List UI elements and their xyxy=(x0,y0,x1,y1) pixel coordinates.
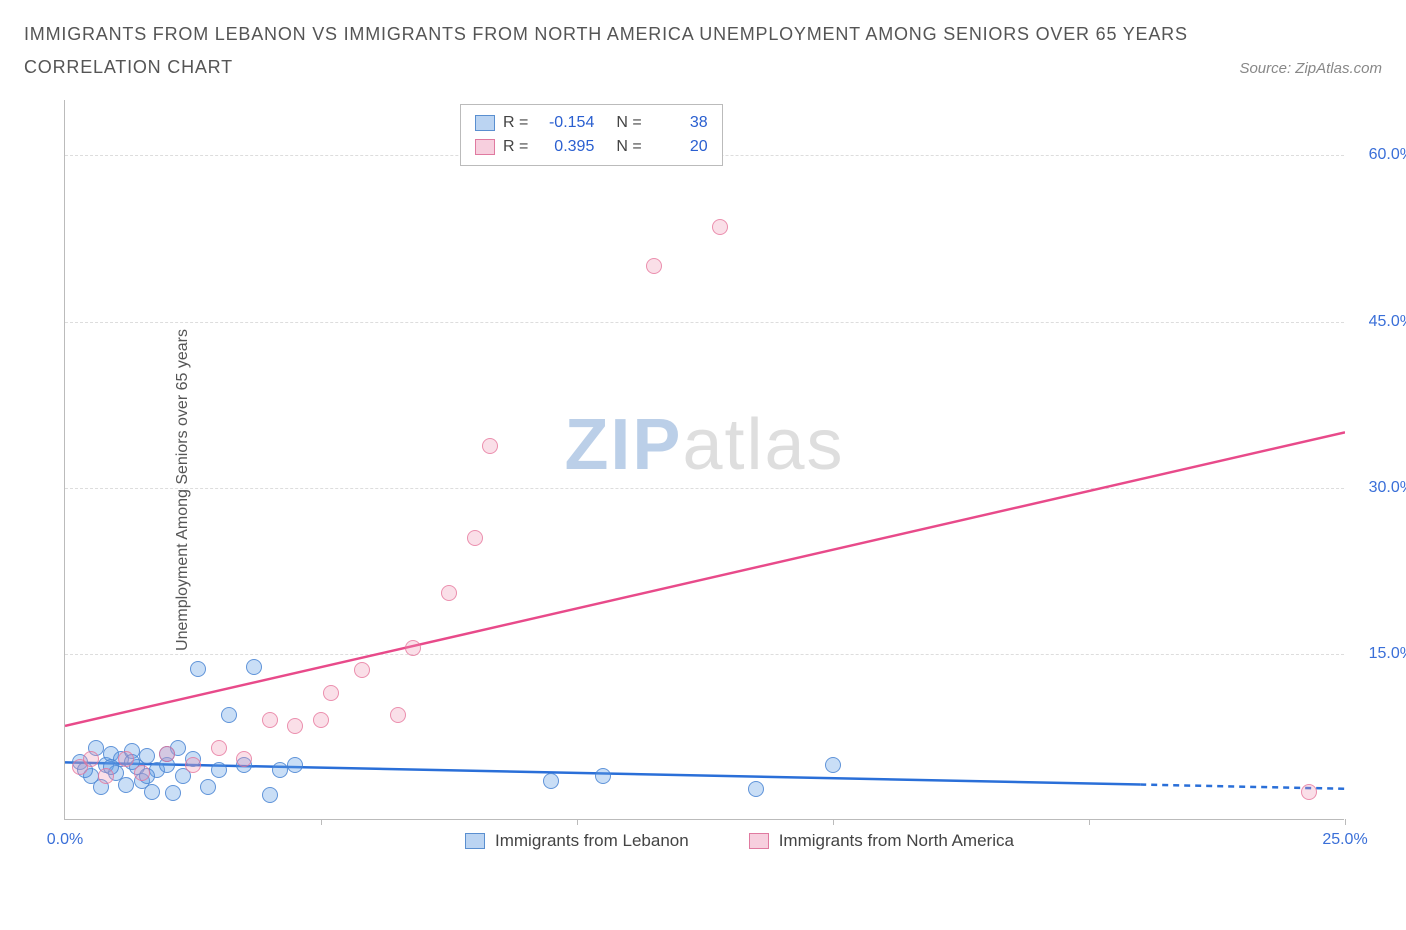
data-point xyxy=(98,768,114,784)
data-point xyxy=(159,746,175,762)
legend-r-value: -0.154 xyxy=(540,111,594,135)
x-tick-mark xyxy=(321,819,322,825)
x-tick-label: 25.0% xyxy=(1322,831,1367,849)
x-tick-mark xyxy=(1089,819,1090,825)
y-tick-label: 45.0% xyxy=(1354,313,1406,331)
data-point xyxy=(712,219,728,235)
y-tick-label: 60.0% xyxy=(1354,146,1406,164)
data-point xyxy=(200,779,216,795)
data-point xyxy=(405,640,421,656)
chart-title: IMMIGRANTS FROM LEBANON VS IMMIGRANTS FR… xyxy=(24,20,1382,49)
x-tick-mark xyxy=(1345,819,1346,825)
data-point xyxy=(236,751,252,767)
y-tick-label: 30.0% xyxy=(1354,479,1406,497)
data-point xyxy=(323,685,339,701)
legend-swatch xyxy=(465,833,485,849)
data-point xyxy=(262,787,278,803)
data-point xyxy=(83,751,99,767)
data-point xyxy=(354,662,370,678)
chart-subtitle: CORRELATION CHART xyxy=(24,57,233,78)
legend-n-value: 38 xyxy=(654,111,708,135)
series-legend: Immigrants from Lebanon Immigrants from N… xyxy=(465,831,1014,851)
legend-n-label: N = xyxy=(616,135,641,159)
plot-area: ZIPatlas R =-0.154N =38R = 0.395N =20 Im… xyxy=(64,100,1344,820)
data-point xyxy=(441,585,457,601)
series-legend-item: Immigrants from North America xyxy=(749,831,1014,851)
data-point xyxy=(287,757,303,773)
data-point xyxy=(390,707,406,723)
gridline-h xyxy=(65,488,1344,489)
chart-container: Unemployment Among Seniors over 65 years… xyxy=(60,100,1380,880)
legend-n-value: 20 xyxy=(654,135,708,159)
data-point xyxy=(211,762,227,778)
series-legend-label: Immigrants from North America xyxy=(779,831,1014,851)
source-label: Source: ZipAtlas.com xyxy=(1239,60,1382,77)
data-point xyxy=(134,765,150,781)
gridline-h xyxy=(65,322,1344,323)
data-point xyxy=(287,718,303,734)
data-point xyxy=(272,762,288,778)
series-legend-item: Immigrants from Lebanon xyxy=(465,831,689,851)
data-point xyxy=(1301,784,1317,800)
data-point xyxy=(221,707,237,723)
series-legend-label: Immigrants from Lebanon xyxy=(495,831,689,851)
data-point xyxy=(118,751,134,767)
gridline-h xyxy=(65,654,1344,655)
data-point xyxy=(543,773,559,789)
legend-r-value: 0.395 xyxy=(540,135,594,159)
data-point xyxy=(185,757,201,773)
legend-r-label: R = xyxy=(503,111,528,135)
legend-row: R = 0.395 N = 20 xyxy=(475,135,708,159)
trend-lines xyxy=(65,100,1345,820)
data-point xyxy=(262,712,278,728)
legend-swatch xyxy=(475,139,495,155)
data-point xyxy=(482,438,498,454)
data-point xyxy=(144,784,160,800)
x-tick-label: 0.0% xyxy=(47,831,83,849)
header: IMMIGRANTS FROM LEBANON VS IMMIGRANTS FR… xyxy=(0,0,1406,78)
legend-n-label: N = xyxy=(616,111,641,135)
x-tick-mark xyxy=(577,819,578,825)
data-point xyxy=(190,661,206,677)
data-point xyxy=(595,768,611,784)
data-point xyxy=(825,757,841,773)
data-point xyxy=(748,781,764,797)
data-point xyxy=(646,258,662,274)
data-point xyxy=(467,530,483,546)
legend-swatch xyxy=(749,833,769,849)
x-tick-mark xyxy=(833,819,834,825)
data-point xyxy=(139,748,155,764)
legend-r-label: R = xyxy=(503,135,528,159)
y-tick-label: 15.0% xyxy=(1354,645,1406,663)
data-point xyxy=(246,659,262,675)
data-point xyxy=(118,777,134,793)
data-point xyxy=(165,785,181,801)
legend-row: R = -0.154 N = 38 xyxy=(475,111,708,135)
data-point xyxy=(211,740,227,756)
watermark: ZIPatlas xyxy=(564,404,844,486)
data-point xyxy=(313,712,329,728)
legend-swatch xyxy=(475,115,495,131)
correlation-legend: R = -0.154 N = 38 R = 0.395 N = 20 xyxy=(460,104,723,166)
